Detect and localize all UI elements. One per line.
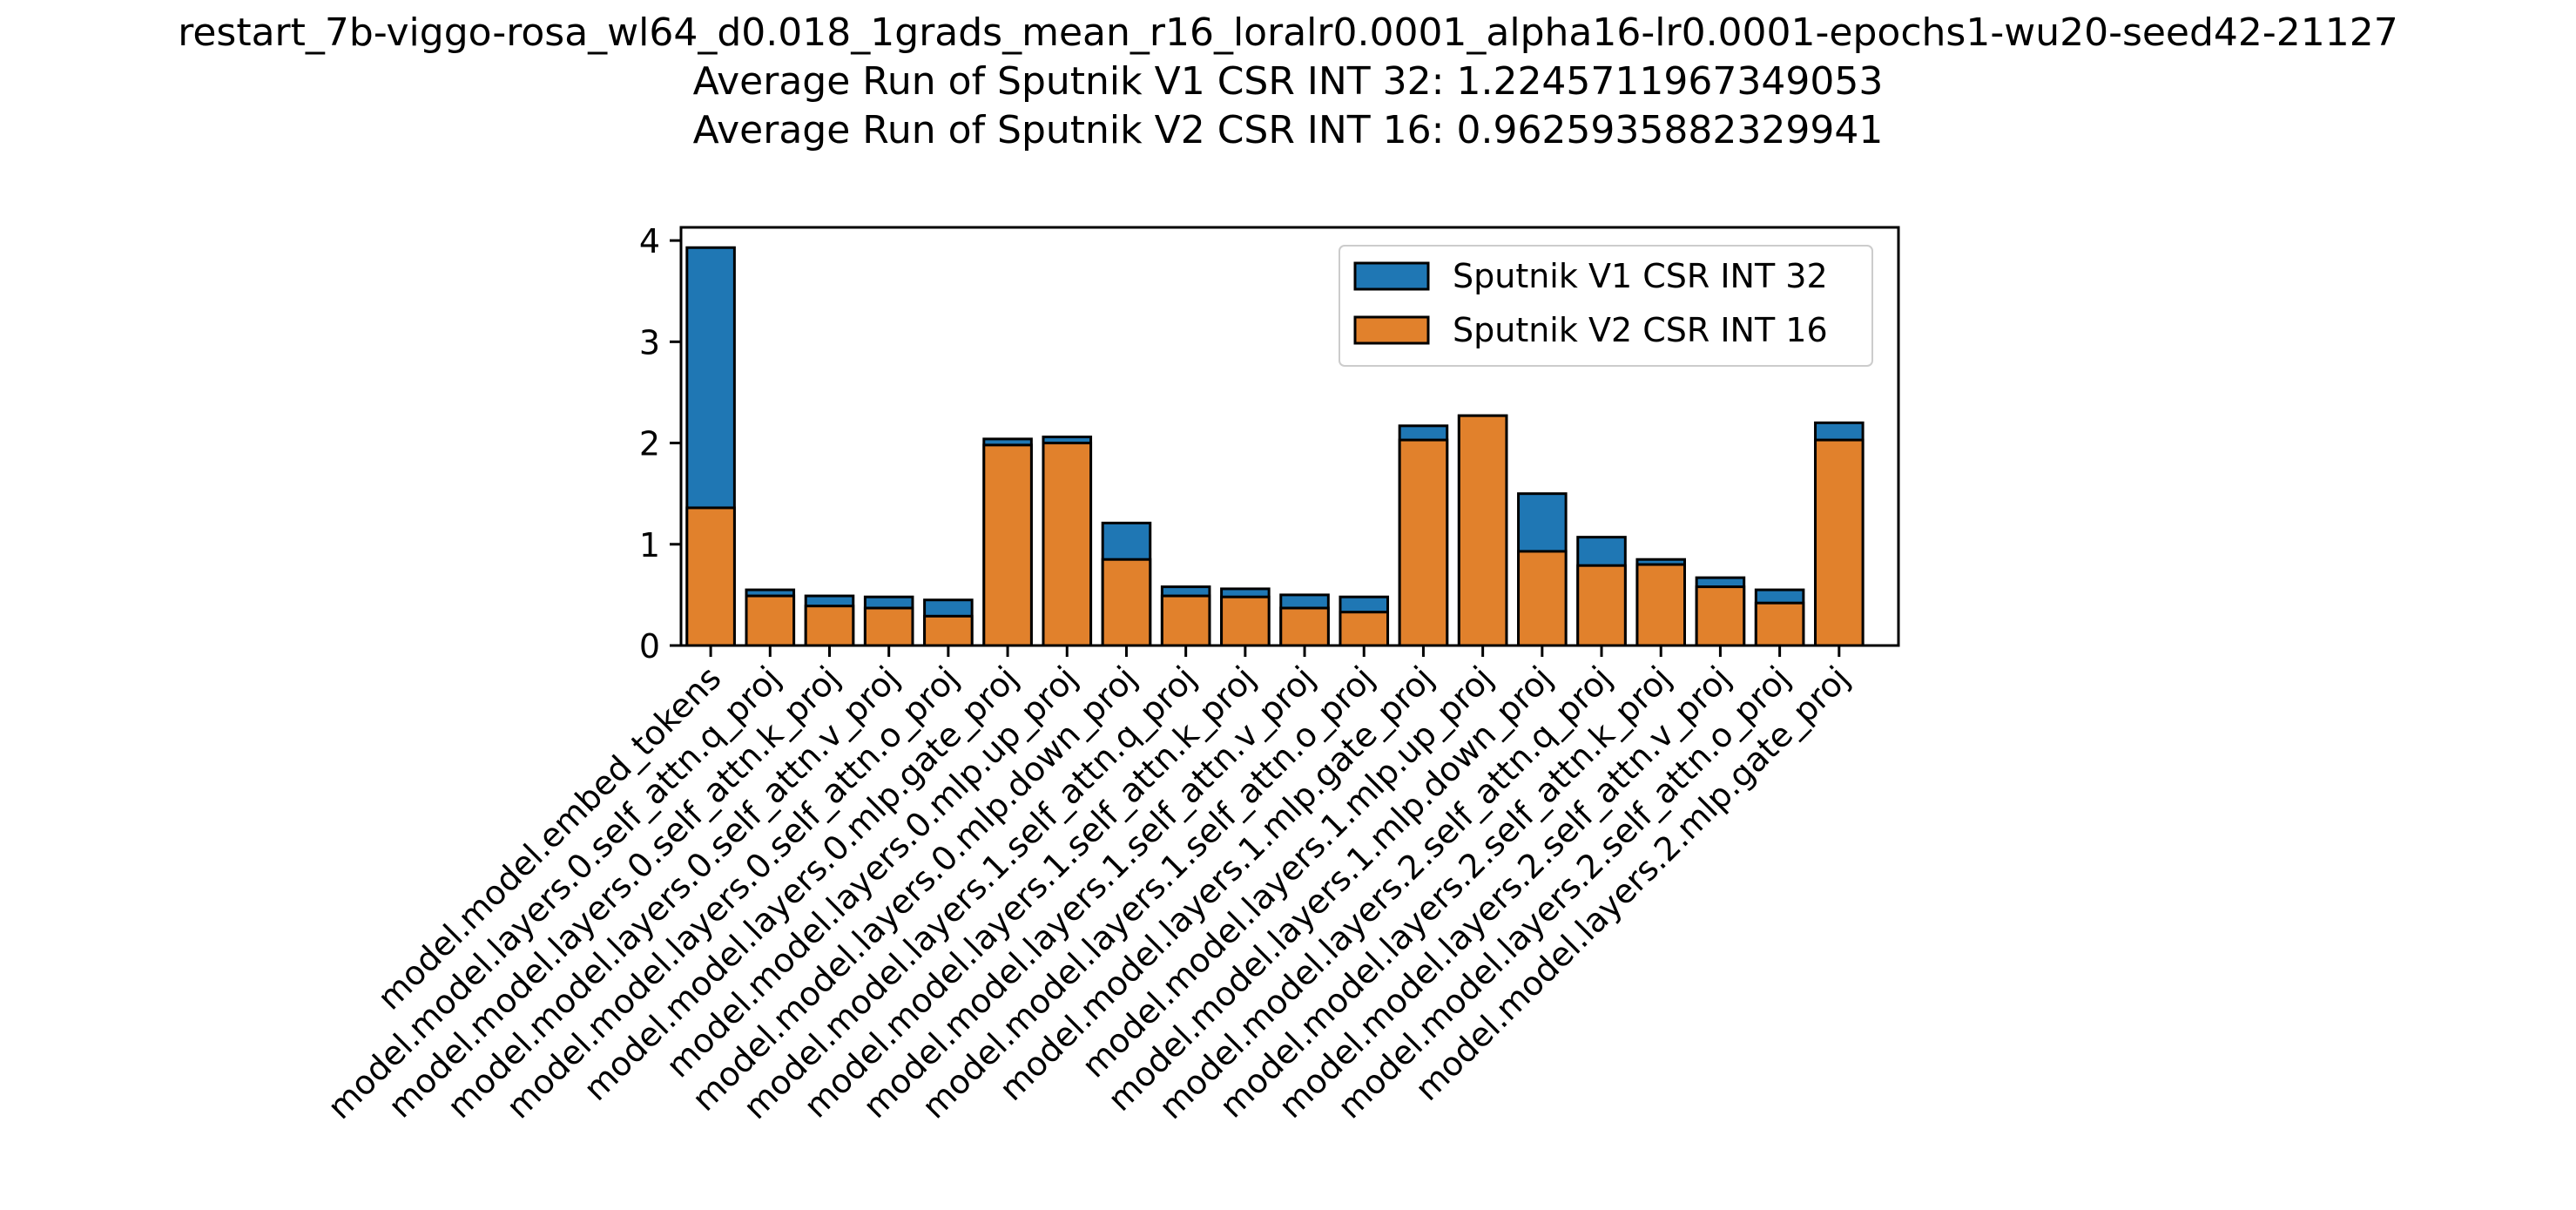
bars	[685, 246, 1865, 647]
bar-v2-6	[1042, 442, 1093, 647]
y-tick-label-4: 4	[639, 222, 660, 260]
bar-v2-13	[1457, 414, 1508, 647]
bar-v2-17	[1695, 585, 1746, 647]
legend-swatch-v1	[1353, 261, 1430, 291]
legend-swatch-v2	[1353, 315, 1430, 345]
legend-label-v2: Sputnik V2 CSR INT 16	[1453, 311, 1828, 349]
bar-v2-11	[1339, 611, 1390, 647]
legend-label-v1: Sputnik V1 CSR INT 32	[1453, 257, 1828, 295]
title-line-3: Average Run of Sputnik V2 CSR INT 16: 0.…	[693, 108, 1884, 152]
bar-v2-15	[1576, 564, 1627, 647]
bar-v2-14	[1517, 550, 1568, 647]
bar-v2-4	[923, 614, 974, 647]
bar-v2-0	[685, 506, 736, 647]
bar-v2-9	[1220, 595, 1271, 647]
legend-box	[1339, 245, 1873, 367]
plot-frame	[679, 226, 1900, 647]
bar-v2-10	[1279, 606, 1330, 647]
title-line-2: Average Run of Sputnik V1 CSR INT 32: 1.…	[693, 59, 1884, 104]
bar-v2-16	[1635, 563, 1686, 647]
bar-v2-7	[1101, 558, 1152, 647]
bar-v2-12	[1398, 438, 1449, 647]
bar-v2-8	[1160, 594, 1211, 647]
y-tick-label-3: 3	[639, 323, 660, 362]
y-tick-label-0: 0	[639, 627, 660, 666]
title-line-1: restart_7b-viggo-rosa_wl64_d0.018_1grads…	[178, 10, 2398, 55]
bar-v2-18	[1754, 601, 1805, 647]
chart-title: restart_7b-viggo-rosa_wl64_d0.018_1grads…	[178, 10, 2398, 152]
axes: 01234model.model.embed_tokensmodel.model…	[320, 222, 1900, 1126]
y-tick-label-1: 1	[639, 526, 660, 564]
bar-v2-19	[1814, 438, 1865, 647]
y-tick-label-2: 2	[639, 425, 660, 463]
bar-v2-3	[863, 606, 914, 647]
bar-v2-5	[982, 443, 1033, 647]
bar-v2-1	[745, 594, 796, 647]
bar-v2-2	[804, 605, 855, 647]
legend: Sputnik V1 CSR INT 32 Sputnik V2 CSR INT …	[1339, 245, 1873, 367]
